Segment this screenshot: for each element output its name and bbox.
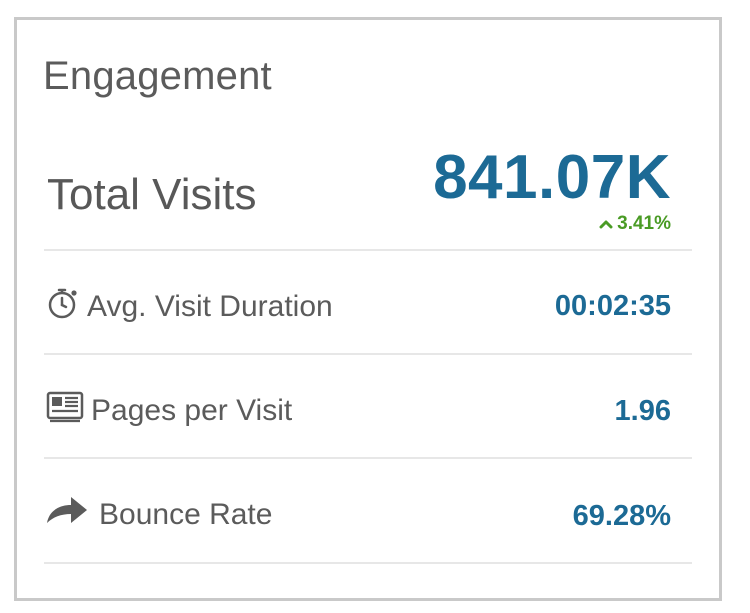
divider — [44, 457, 692, 459]
metric-label: Bounce Rate — [99, 498, 273, 531]
total-visits-change: 3.41% — [599, 213, 671, 235]
card-title: Engagement — [43, 54, 272, 98]
engagement-card: Engagement Total Visits 841.07K 3.41% Av… — [14, 17, 722, 601]
stopwatch-icon — [45, 285, 81, 329]
total-visits-label: Total Visits — [47, 170, 257, 219]
divider — [44, 249, 692, 251]
divider — [44, 562, 692, 564]
change-value: 3.41% — [617, 213, 671, 234]
metric-label: Avg. Visit Duration — [87, 290, 333, 323]
metric-row-bounce-rate: Bounce Rate — [45, 495, 272, 535]
share-arrow-icon — [45, 495, 89, 535]
metric-value-bounce-rate: 69.28% — [572, 500, 671, 532]
total-visits-value: 841.07K — [433, 143, 671, 212]
metric-value-pages-per-visit: 1.96 — [614, 395, 671, 427]
metric-row-avg-visit-duration: Avg. Visit Duration — [45, 285, 333, 329]
divider — [44, 353, 692, 355]
metric-row-pages-per-visit: Pages per Visit — [45, 390, 292, 432]
metric-value-avg-visit-duration: 00:02:35 — [554, 290, 671, 322]
metric-label: Pages per Visit — [91, 394, 293, 427]
pages-icon — [45, 390, 85, 432]
chevron-up-icon — [599, 219, 613, 229]
